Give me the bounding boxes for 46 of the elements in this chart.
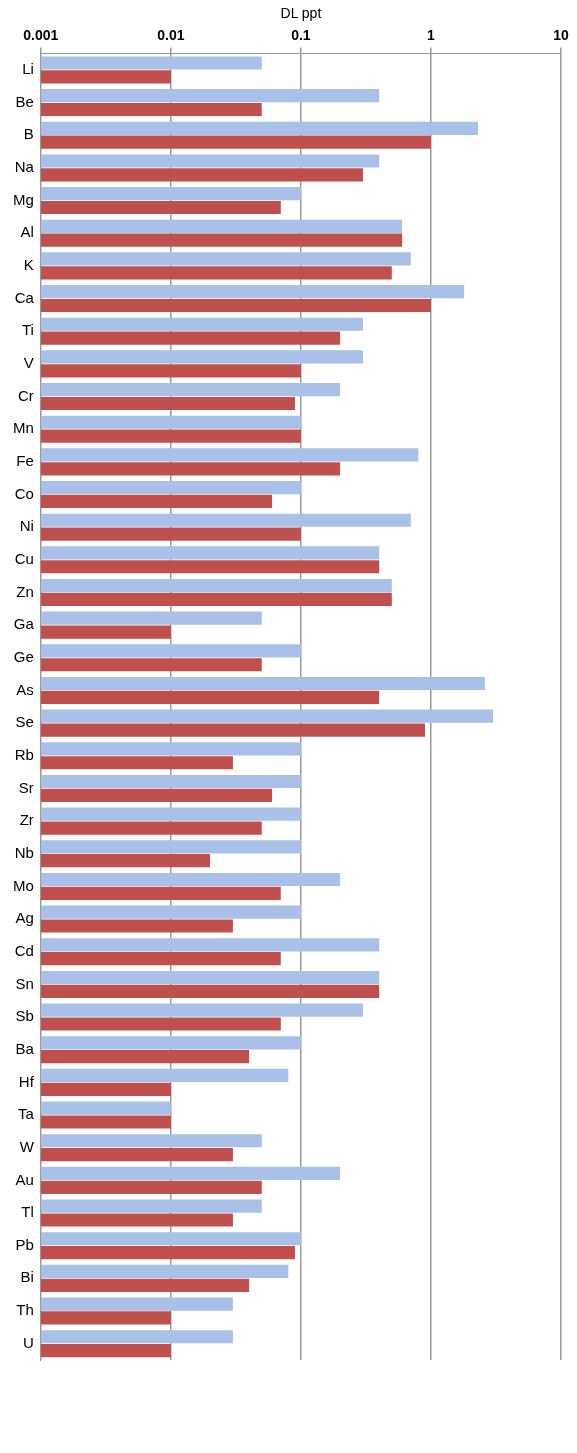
y-tick-label: Ni (19, 517, 34, 535)
y-tick-label: Tl (21, 1203, 34, 1221)
x-tick-label: 10 (553, 27, 569, 44)
y-tick-label: Ta (17, 1105, 35, 1123)
y-tick-label: Li (22, 60, 34, 78)
y-tick-label: Fe (16, 451, 34, 469)
y-tick-label: Cu (14, 549, 34, 567)
y-tick-label: Mn (12, 419, 34, 437)
y-tick-label: Hf (18, 1072, 35, 1090)
y-tick-label: Co (14, 484, 34, 502)
y-tick-label: Sr (18, 778, 34, 796)
x-tick-label: 0.1 (291, 27, 311, 44)
y-tick-label: Cd (14, 941, 34, 959)
y-tick-label: Sb (15, 1007, 34, 1025)
y-tick-label: Th (16, 1301, 34, 1319)
y-tick-label: Mg (12, 190, 34, 208)
y-tick-label: Ba (15, 1039, 35, 1057)
y-tick-label: Nb (14, 843, 34, 861)
y-tick-label: W (19, 1137, 35, 1155)
y-tick-label: Al (20, 223, 34, 241)
y-tick-label: V (23, 354, 34, 372)
y-tick-label: Ti (21, 321, 34, 339)
y-tick-label: Pb (15, 1235, 34, 1253)
y-tick-label: Ga (13, 615, 35, 633)
y-tick-label: Cr (18, 386, 34, 404)
y-tick-label: Zn (16, 582, 34, 600)
y-tick-label: Ag (15, 909, 34, 927)
x-tick-label: 0.01 (157, 27, 185, 44)
y-tick-label: Zr (19, 811, 34, 829)
y-tick-label: Ca (14, 288, 35, 306)
y-tick-label: Mo (12, 876, 34, 894)
y-tick-label: K (23, 256, 34, 274)
y-tick-label: Sn (15, 974, 34, 992)
y-tick-label: Rb (14, 745, 34, 763)
x-tick-label: 1 (427, 27, 436, 44)
x-tick-label: 0.001 (23, 27, 59, 44)
y-tick-label: Se (15, 713, 34, 731)
y-tick-label: Au (15, 1170, 34, 1188)
y-tick-label: As (16, 680, 34, 698)
y-tick-label: Na (14, 158, 35, 176)
y-tick-label: Ge (13, 647, 34, 665)
y-tick-label: U (22, 1333, 34, 1351)
y-tick-label: Bi (20, 1268, 34, 1286)
x-axis-title: DL ppt (280, 5, 322, 22)
y-tick-label: B (23, 125, 34, 143)
y-tick-label: Be (15, 92, 34, 110)
